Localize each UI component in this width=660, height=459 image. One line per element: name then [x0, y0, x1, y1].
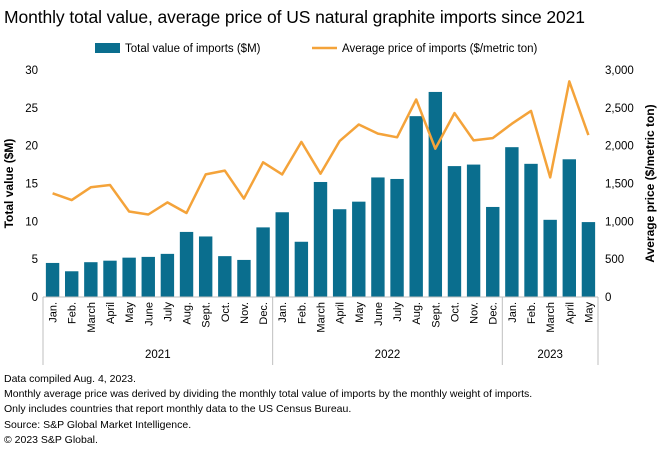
y-tick-label: 10	[25, 216, 38, 228]
x-tick-label: Feb.	[296, 302, 308, 324]
bar	[256, 227, 270, 297]
bar	[198, 236, 213, 297]
chart-title: Monthly total value, average price of US…	[4, 7, 585, 27]
y2-tick-label: 3,000	[605, 65, 634, 77]
note-date: Data compiled Aug. 4, 2023.	[4, 373, 136, 385]
note-method: Monthly average price was derived by div…	[4, 388, 533, 401]
y-tick-label: 25	[25, 103, 38, 115]
price-line	[52, 80, 590, 216]
bar	[160, 253, 175, 297]
bar	[486, 206, 500, 297]
bar	[122, 257, 136, 297]
bar	[103, 260, 117, 297]
x-tick-label: March	[86, 302, 98, 333]
x-tick-label: April	[335, 302, 347, 324]
y-tick-label: 30	[25, 65, 38, 77]
x-tick-label: March	[545, 302, 557, 333]
bar	[84, 262, 98, 297]
bar	[218, 256, 232, 297]
year-label: 2023	[537, 349, 563, 361]
x-tick-label: Aug.	[411, 302, 423, 325]
y-tick-label: 15	[25, 179, 38, 191]
bar	[352, 201, 366, 297]
x-tick-label: May	[354, 302, 366, 323]
note-source: Source: S&P Global Market Intelligence.	[4, 418, 192, 431]
x-tick-label: Oct.	[220, 302, 232, 322]
bar	[409, 116, 423, 297]
bar	[179, 231, 194, 297]
bar	[275, 212, 289, 297]
x-tick-label: April	[564, 302, 576, 324]
x-tick-label: Feb.	[526, 302, 538, 324]
x-tick-label: July	[162, 302, 174, 322]
year-label: 2021	[145, 349, 171, 361]
x-tick-label: March	[316, 302, 328, 333]
y2-tick-label: 1,500	[605, 179, 634, 191]
y2-tick-label: 1,000	[605, 216, 634, 228]
y2-tick-label: 2,500	[605, 103, 634, 115]
x-tick-label: Nov.	[469, 302, 481, 324]
y-tick-label: 0	[32, 292, 38, 304]
x-tick-label: Feb.	[67, 302, 79, 324]
x-tick-label: Aug.	[182, 302, 194, 325]
bar	[294, 241, 309, 297]
y2-tick-label: 0	[605, 292, 611, 304]
note-copyright: © 2023 S&P Global.	[4, 433, 98, 446]
x-tick-label: May	[124, 302, 136, 323]
x-tick-label: Nov.	[239, 302, 251, 324]
x-tick-label: July	[392, 302, 404, 322]
bar	[390, 178, 404, 297]
x-tick-label: Dec.	[258, 302, 270, 325]
x-tick-label: Jan.	[277, 302, 289, 323]
y-axis-title: Total value ($M)	[2, 139, 16, 229]
bar	[447, 166, 462, 297]
note-coverage: Only includes countries that report mont…	[4, 403, 352, 416]
bar	[313, 181, 328, 297]
bar	[505, 147, 519, 297]
y-tick-label: 5	[32, 254, 38, 266]
bar	[371, 177, 385, 297]
x-tick-label: Jan.	[507, 302, 519, 323]
x-tick-label: Oct.	[449, 302, 461, 322]
x-tick-label: Dec.	[488, 302, 500, 325]
x-tick-label: Jan.	[48, 302, 60, 323]
y-tick-label: 20	[25, 141, 38, 153]
bar	[466, 164, 481, 297]
x-tick-label: April	[105, 302, 117, 324]
bar	[141, 256, 155, 297]
x-tick-label: June	[373, 302, 385, 326]
bar	[45, 262, 60, 297]
legend-label-bar: Total value of imports ($M)	[125, 43, 261, 55]
chart-notes: Data compiled Aug. 4, 2023. Monthly aver…	[4, 372, 532, 448]
bar	[65, 271, 79, 297]
year-label: 2022	[375, 349, 401, 361]
x-tick-label: Sept.	[430, 302, 442, 328]
bar	[524, 163, 538, 297]
legend-label-line: Average price of imports ($/metric ton)	[342, 43, 538, 55]
y2-axis-title: Average price ($/metric ton)	[643, 104, 657, 262]
bar	[332, 209, 347, 297]
bar	[562, 159, 576, 297]
x-tick-label: June	[143, 302, 155, 326]
chart: Total value of imports ($M) Average price…	[2, 43, 657, 365]
bar	[237, 259, 251, 297]
y2-tick-label: 500	[605, 254, 624, 266]
x-tick-label: May	[583, 302, 595, 323]
bar	[543, 219, 557, 297]
x-tick-label: Sept.	[201, 302, 213, 328]
bar	[581, 222, 596, 297]
bar	[428, 91, 443, 298]
legend-swatch-bar	[95, 43, 120, 53]
y2-tick-label: 2,000	[605, 141, 634, 153]
